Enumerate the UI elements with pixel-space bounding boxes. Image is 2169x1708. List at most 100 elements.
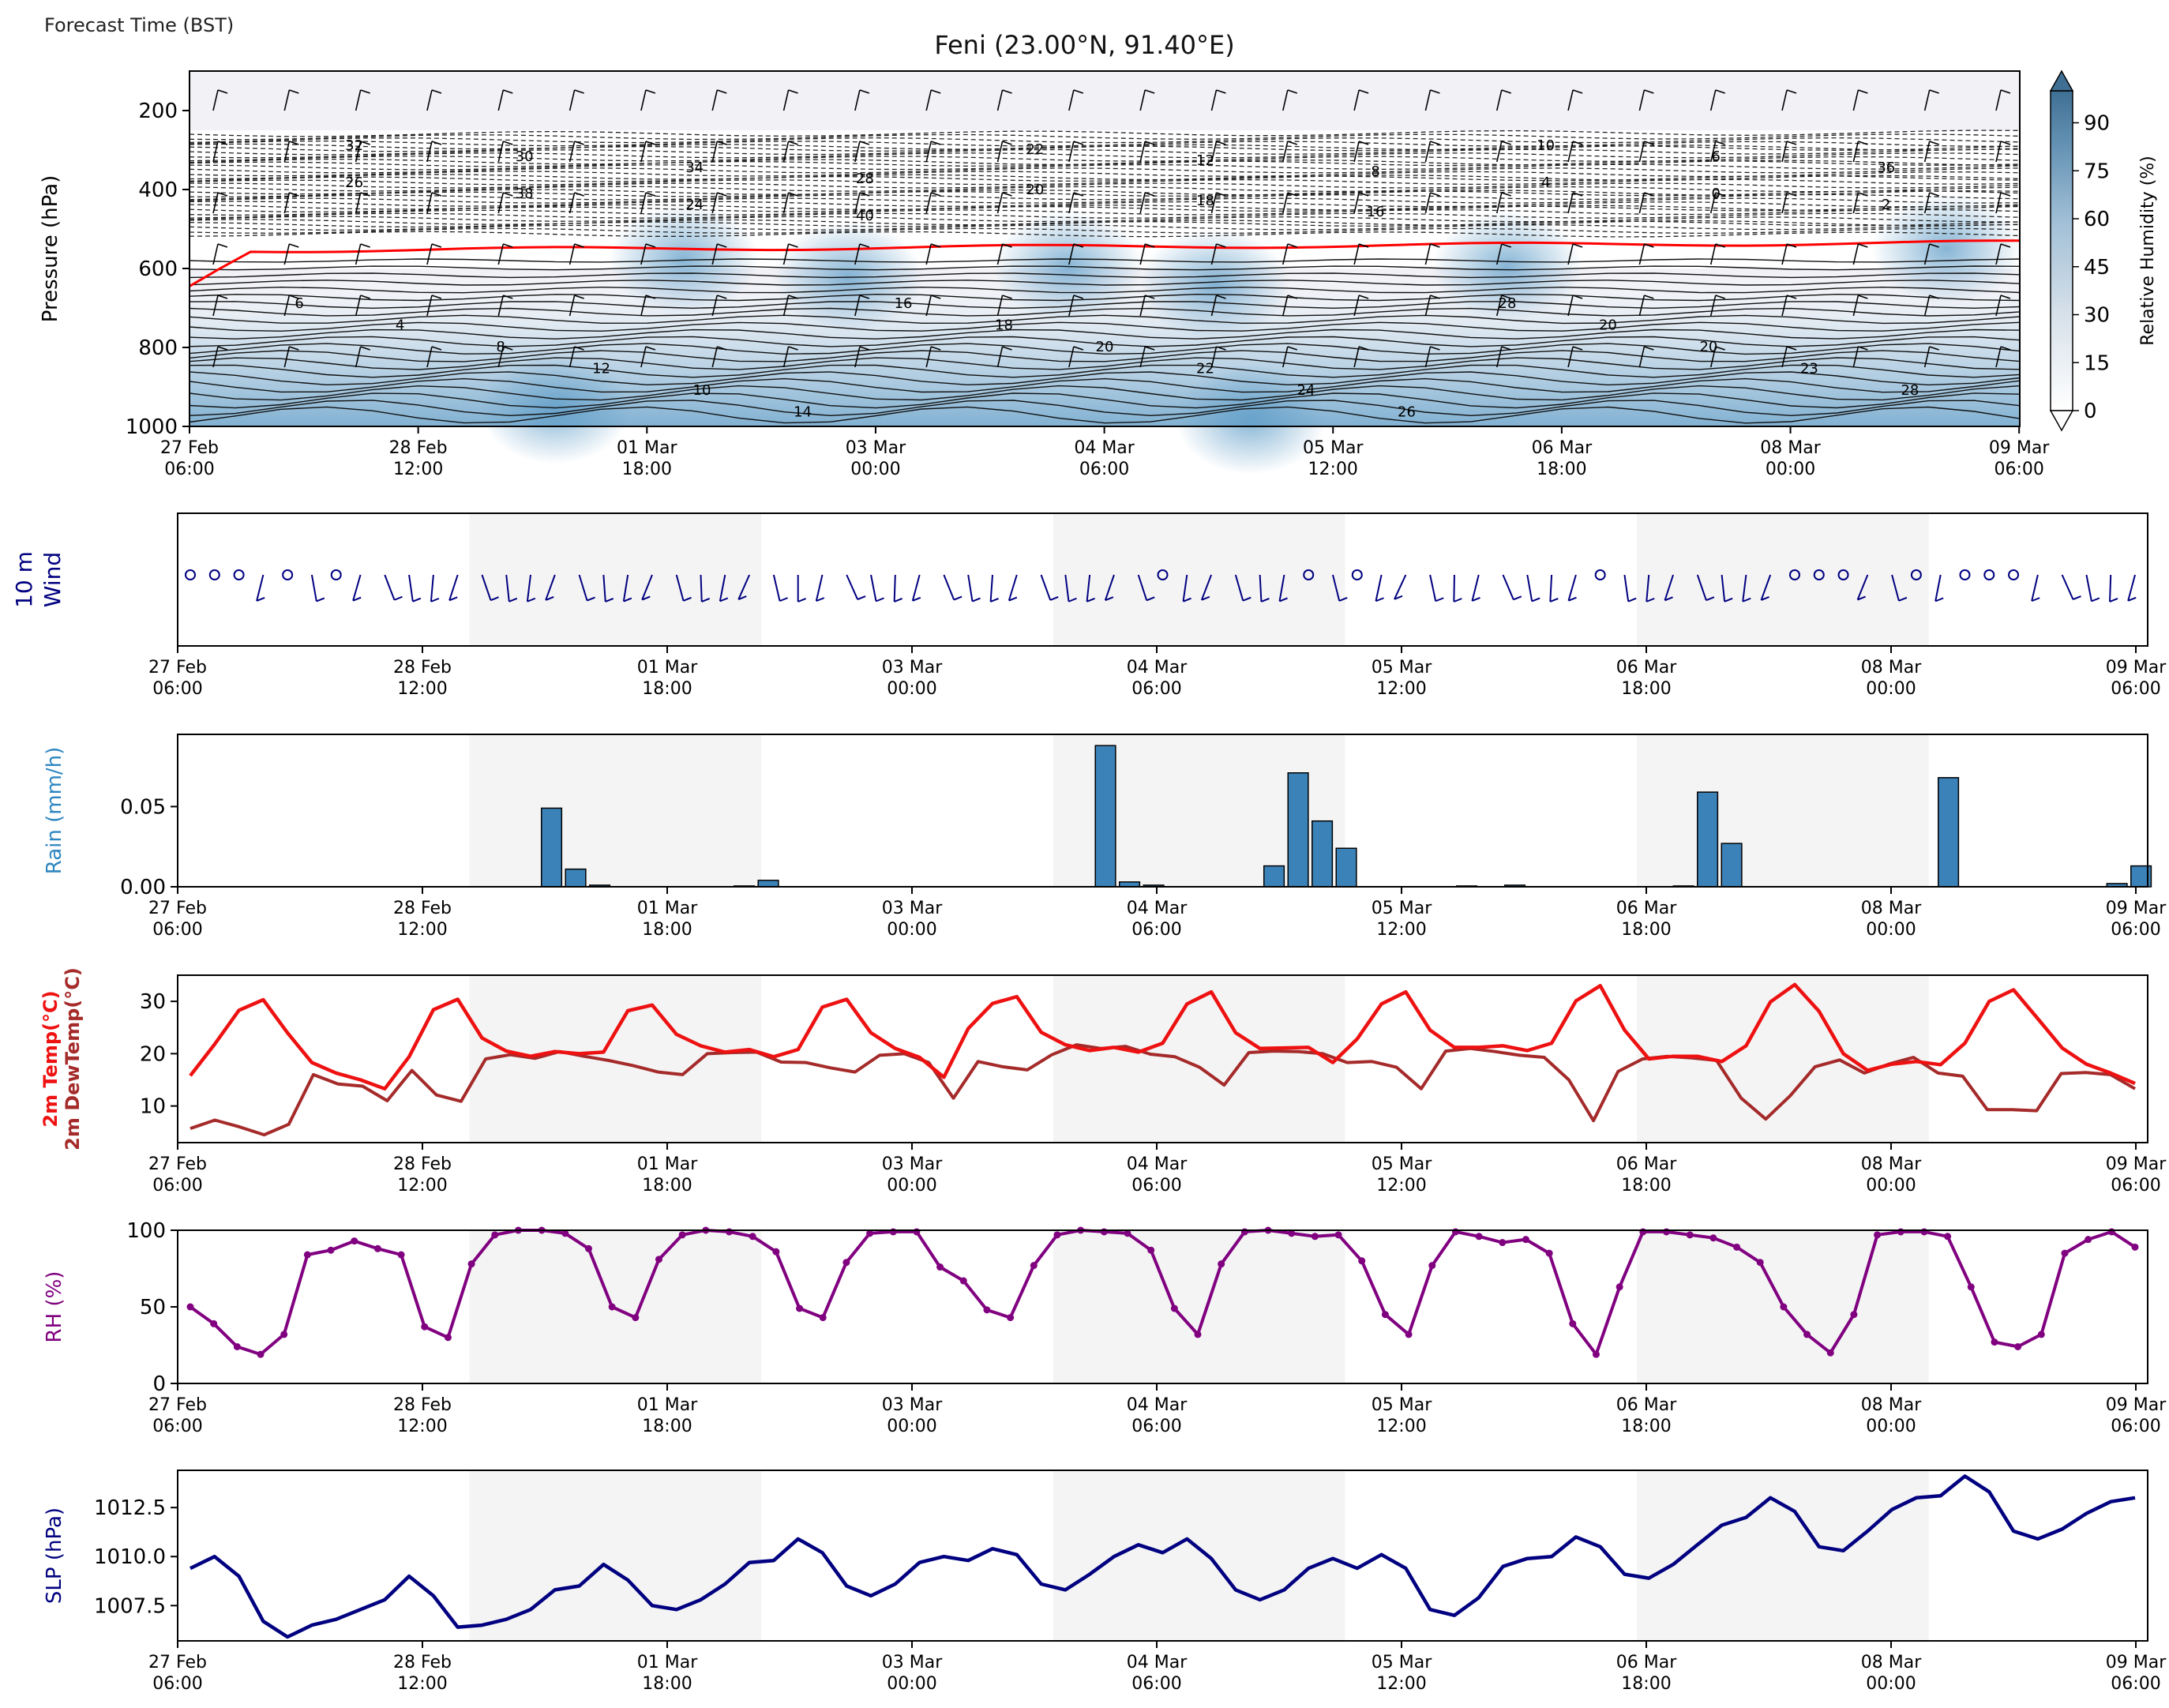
wind-barb-flag [788, 141, 798, 145]
x-tick-label-time: 12:00 [1308, 460, 1358, 479]
contour-label: 10 [693, 382, 711, 399]
wind-barb-flag [1435, 597, 1444, 602]
wind-barb-flag [857, 595, 866, 600]
rh-line-point [1007, 1314, 1015, 1322]
rh-line-point [1030, 1262, 1038, 1270]
wind-barb [772, 574, 781, 602]
wind-barb-flag [1287, 243, 1298, 248]
wind-barb [602, 574, 606, 602]
colorbar-tick-label: 90 [2084, 112, 2110, 136]
wind-barb-staff [1567, 89, 1574, 111]
wind-barb-staff [1068, 192, 1075, 214]
wind-barb-flag [430, 597, 440, 602]
wind-barb-flag [1858, 192, 1868, 197]
wind-barb-flag [797, 598, 807, 602]
wind-barb-staff [1282, 243, 1289, 265]
wind-barb-flag [431, 141, 442, 145]
wind-barb-staff [1495, 141, 1503, 163]
wind-barb [384, 574, 396, 601]
wind-barb-staff [1495, 243, 1503, 265]
wind-barb-flag [217, 346, 228, 351]
wind-barb-staff [1995, 243, 2002, 265]
wind-barb-flag [574, 192, 584, 197]
wind-barb-flag [894, 598, 903, 602]
wind-barb-flag [788, 295, 798, 299]
contour-label: 28 [856, 171, 874, 187]
isotherm-dashed [189, 140, 2020, 147]
calm-wind-marker [185, 569, 196, 580]
isotherm-solid [189, 350, 2021, 362]
contour-label: 36 [1877, 160, 1895, 176]
contour-label: 6 [1711, 148, 1720, 165]
wind-barb-staff [569, 89, 576, 111]
isotherm-solid [189, 364, 2021, 378]
wind-barb-staff [283, 295, 291, 317]
wind-barb-flag [545, 596, 554, 601]
wind-barb-flag [645, 295, 656, 299]
x-tick-label-time: 18:00 [1621, 1674, 1671, 1694]
wind-barb-flag [716, 89, 727, 94]
wind-barb-staff [1709, 295, 1717, 317]
wind-barb-staff [355, 192, 362, 214]
rh-line-point [491, 1231, 499, 1239]
isotherm-dashed [189, 133, 2021, 141]
wind-barb-staff [1638, 89, 1646, 111]
x-tick-label-date: 09 Mar [2106, 658, 2167, 678]
x-tick-label-time: 00:00 [1866, 679, 1916, 699]
x-tick-label-time: 18:00 [1621, 679, 1671, 699]
wind-barb [870, 574, 877, 602]
rh-line-point [2014, 1342, 2022, 1350]
wind-barb-staff [426, 346, 433, 368]
x-tick-label-date: 08 Mar [1861, 658, 1922, 678]
wind-barb-staff [1495, 192, 1503, 214]
wind-barb [1278, 574, 1285, 602]
wind-barb-staff [1995, 89, 2002, 111]
axes-frame [177, 1470, 2148, 1642]
wind-barb-flag [1216, 89, 1226, 94]
rh-line-point [1967, 1283, 1975, 1291]
calm-wind-marker [282, 569, 294, 580]
rain-panel: 27 Feb 06:00 28 Feb 12:00 01 Mar 18:00 03 Mar 0… [43, 734, 2167, 940]
wind-barb [1375, 574, 1383, 602]
wind-barb [1856, 574, 1869, 600]
wind-barb-flag [1786, 243, 1797, 248]
rh-line-point [2107, 1228, 2115, 1236]
wind-barb-staff [1210, 192, 1218, 214]
contour-label: 4 [396, 317, 404, 334]
rh-line-point [233, 1342, 241, 1350]
wind-barb-flag [1715, 141, 1725, 145]
wind-barb-flag [431, 89, 442, 94]
wind-barb-staff [1210, 295, 1218, 317]
isotherm-dashed [189, 163, 2021, 171]
wind-barb-staff [497, 346, 505, 368]
wind-barb-staff [782, 243, 790, 265]
y-axis-label: Pressure (hPa) [39, 175, 62, 323]
wind-barb-flag [289, 243, 299, 248]
rh-line-point [1850, 1311, 1858, 1319]
wind-barb-flag [1183, 597, 1191, 602]
wind-barb-flag [990, 597, 999, 602]
wind-barb-flag [859, 192, 870, 197]
y-tick-label: 100 [126, 1219, 166, 1243]
wind-barb-staff [854, 243, 861, 265]
wind-barb [1664, 574, 1674, 601]
wind-barb-flag [859, 295, 870, 299]
x-tick-label-date: 06 Mar [1616, 1395, 1677, 1415]
rh-line-point [1874, 1231, 1882, 1239]
wind-barb [1742, 574, 1747, 602]
rh-line-point [1709, 1234, 1717, 1242]
wind-barb-flag [930, 89, 941, 94]
x-tick-label-time: 00:00 [1866, 1674, 1916, 1694]
x-tick-label-time: 06:00 [152, 1674, 202, 1694]
isotherm-dashed [189, 148, 2021, 156]
colorbar-tick-label: 60 [2084, 208, 2110, 231]
wind-barb-flag [448, 596, 458, 602]
rh-line-point [584, 1244, 592, 1252]
wind-barb-flag [503, 141, 513, 145]
wind-barb-flag [360, 346, 370, 351]
wind-barb-staff [212, 192, 219, 214]
wind-barb-flag [912, 596, 921, 602]
wind-barb-flag [587, 596, 595, 602]
wind-barb-staff [1852, 141, 1859, 163]
